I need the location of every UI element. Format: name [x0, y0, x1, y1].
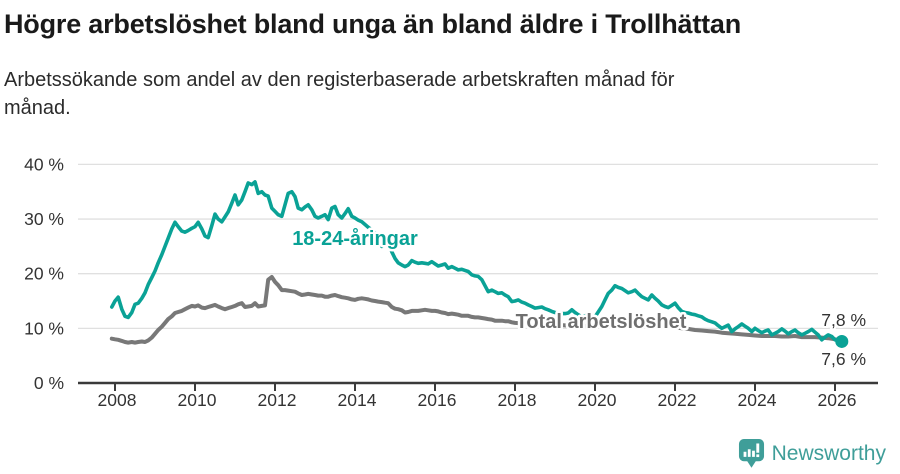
- chart-subtitle: Arbetssökande som andel av den registerb…: [4, 69, 675, 119]
- y-tick-label: 10 %: [24, 318, 64, 338]
- y-tick-label: 0 %: [34, 373, 64, 393]
- x-tick-label: 2010: [178, 390, 217, 410]
- y-tick-label: 40 %: [24, 154, 64, 174]
- x-tick-label: 2008: [98, 390, 137, 410]
- footer-brand-name: Newsworthy: [771, 441, 886, 465]
- y-tick-label: 20 %: [24, 264, 64, 284]
- x-tick-label: 2022: [658, 390, 697, 410]
- total-end-value-label: 7,8 %: [821, 310, 866, 330]
- series-end-dot: [835, 334, 849, 348]
- x-tick-label: 2024: [738, 390, 777, 410]
- x-tick-label: 2020: [578, 390, 617, 410]
- youth-unemployment-line: [110, 180, 844, 344]
- youth-end-value-label: 7,6 %: [821, 349, 866, 369]
- x-tick-label: 2014: [338, 390, 377, 410]
- youth-series-label: 18-24-åringar: [292, 227, 418, 250]
- total-unemployment-line: [109, 275, 844, 345]
- x-tick-label: 2016: [418, 390, 457, 410]
- newsworthy-logo-icon: [738, 439, 764, 468]
- x-tick-label: 2018: [498, 390, 537, 410]
- total-series-label: Total arbetslöshet: [516, 311, 687, 333]
- x-tick-label: 2026: [818, 390, 857, 410]
- footer-brand[interactable]: Newsworthy: [738, 438, 886, 469]
- unemployment-line-chart: 2008 2010 2012 2014 2016 2018 2020 2022 2024 2026…: [24, 154, 878, 410]
- y-tick-label: 30 %: [24, 209, 64, 229]
- chart-title: Högre arbetslöshet bland unga än bland ä…: [4, 9, 742, 39]
- x-tick-label: 2012: [258, 390, 297, 410]
